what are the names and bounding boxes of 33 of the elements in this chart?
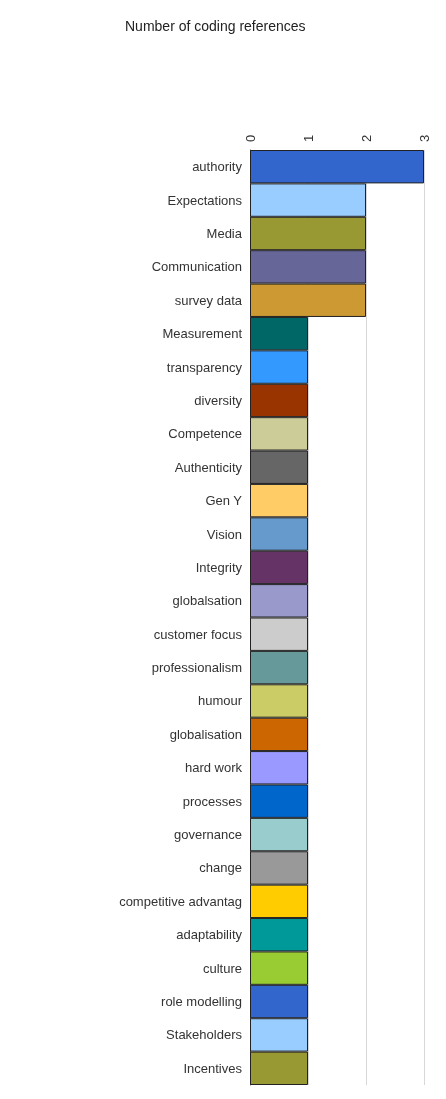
y-tick-label: Competence: [168, 426, 242, 442]
y-tick-label: Measurement: [162, 326, 243, 342]
x-tick-label: 0: [242, 134, 258, 142]
y-tick-label: professionalism: [151, 660, 242, 676]
y-tick-label: culture: [202, 960, 242, 976]
y-tick-label: globalisation: [169, 726, 242, 742]
y-tick-label: Gen Y: [205, 493, 243, 509]
y-tick-label: Integrity: [195, 559, 243, 575]
y-tick-label: governance: [174, 827, 242, 843]
y-tick-label: adaptability: [176, 927, 243, 943]
y-tick-label: role modelling: [161, 994, 242, 1010]
y-tick-label: transparency: [166, 359, 243, 375]
y-tick-label: competitive advantag: [119, 893, 242, 909]
y-tick-label: survey data: [174, 292, 243, 308]
y-tick-label: globalsation: [172, 593, 242, 609]
y-tick-label: humour: [197, 693, 243, 709]
y-tick-label: Media: [206, 225, 243, 241]
x-tick-label: 2: [358, 134, 374, 142]
y-tick-label: authority: [192, 159, 243, 175]
y-tick-label: Authenticity: [174, 459, 243, 475]
y-tick-label: diversity: [194, 392, 243, 408]
x-tick-label: 3: [416, 134, 432, 142]
y-tick-label: Expectations: [167, 192, 243, 208]
y-tick-label: customer focus: [153, 626, 243, 642]
y-tick-label: Stakeholders: [166, 1027, 243, 1043]
y-tick-label: change: [199, 860, 242, 876]
y-tick-label: Incentives: [183, 1060, 243, 1076]
chart-title: Number of coding references: [125, 18, 306, 34]
y-tick-label: processes: [182, 793, 243, 809]
x-tick-label: 1: [300, 134, 316, 142]
y-tick-label: Vision: [206, 526, 242, 542]
y-tick-label: hard work: [184, 760, 243, 776]
y-tick-label: Communication: [151, 259, 242, 275]
